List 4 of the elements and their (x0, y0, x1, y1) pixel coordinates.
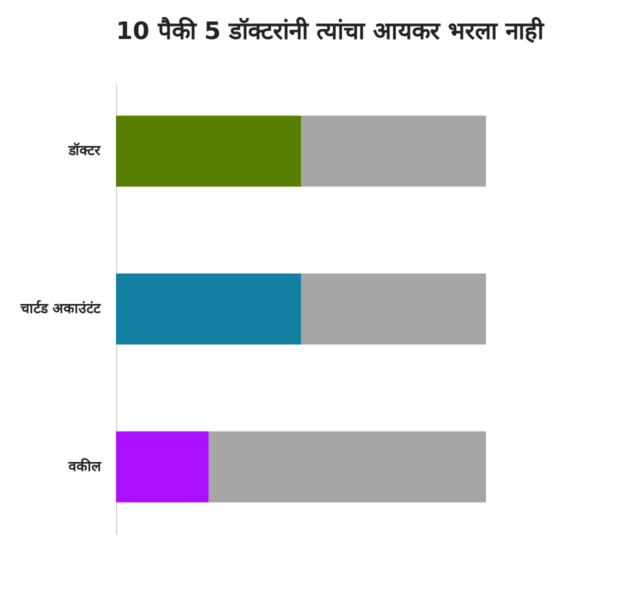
chart-title: 10 पैकी 5 डॉक्टरांनी त्यांचा आयकर भरला नाही (116, 17, 545, 45)
y-tick-label: वकील (68, 458, 102, 475)
y-tick-label: चार्टड अकाउंटंट (20, 300, 102, 317)
y-tick-label: डॉक्टर (68, 142, 102, 160)
